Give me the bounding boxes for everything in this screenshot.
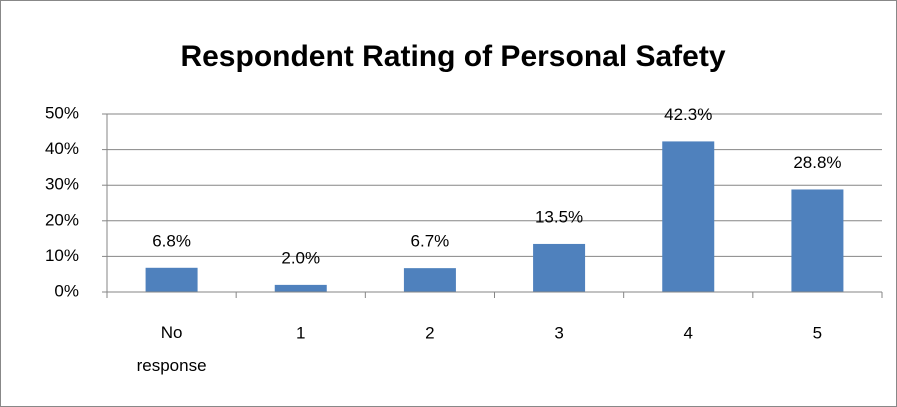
data-label: 42.3% — [664, 105, 712, 124]
x-tick-label: No response — [137, 323, 207, 375]
y-tick-label: 40% — [45, 139, 79, 158]
bar — [533, 243, 586, 292]
bar — [403, 268, 456, 292]
y-tick-label: 0% — [54, 281, 79, 300]
data-label: 6.7% — [411, 232, 450, 251]
y-tick-label: 50% — [45, 103, 79, 122]
bar — [145, 267, 198, 292]
chart-title: Respondent Rating of Personal Safety — [180, 40, 725, 73]
x-tick-label: 3 — [554, 323, 563, 342]
y-tick-label: 10% — [45, 246, 79, 265]
bar — [662, 141, 715, 292]
y-tick-label: 20% — [45, 210, 79, 229]
data-label: 2.0% — [281, 248, 320, 267]
x-tick-label: 2 — [425, 323, 434, 342]
x-tick-label: 1 — [296, 323, 305, 342]
x-tick-label: 4 — [684, 323, 693, 342]
data-label: 6.8% — [152, 231, 191, 250]
data-label: 13.5% — [535, 207, 583, 226]
data-label: 28.8% — [793, 153, 841, 172]
bar — [791, 189, 844, 292]
x-tick-label: 5 — [813, 323, 822, 342]
bar — [274, 284, 327, 292]
y-tick-label: 30% — [45, 175, 79, 194]
